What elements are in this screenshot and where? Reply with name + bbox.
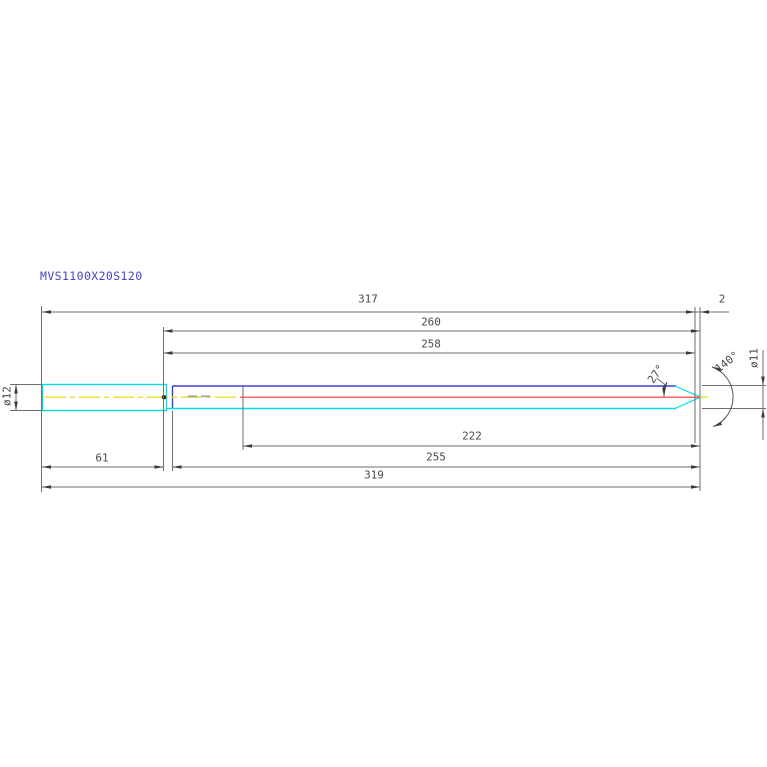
arrowhead <box>761 376 765 386</box>
dim-label-255[interactable]: 255 <box>426 450 446 464</box>
tip-cone-lower-line[interactable] <box>674 396 701 410</box>
arrowhead <box>42 465 51 469</box>
arrowhead <box>761 408 765 418</box>
arrowhead <box>686 310 695 314</box>
arrowhead <box>691 465 700 469</box>
arrowhead <box>662 388 666 397</box>
arrowhead <box>662 382 667 390</box>
arrowhead <box>691 444 700 448</box>
dim-label-319[interactable]: 319 <box>364 468 384 482</box>
arrowhead <box>172 465 182 469</box>
arrowhead <box>154 465 164 469</box>
arrowhead <box>691 329 700 333</box>
dim-label-222[interactable]: 222 <box>462 429 482 443</box>
dim-label-dia11[interactable]: ø11 <box>747 348 761 368</box>
dim-label-258[interactable]: 258 <box>421 337 441 351</box>
arrowhead <box>713 421 723 427</box>
angle-arc-140[interactable] <box>711 366 734 428</box>
arrowhead <box>163 351 173 355</box>
leader-line-27[interactable] <box>656 377 666 386</box>
dim-label-2[interactable]: 2 <box>718 292 726 306</box>
arrowhead <box>243 444 252 448</box>
arrowhead <box>711 366 721 372</box>
arrowhead <box>14 384 18 394</box>
arrowhead <box>14 401 18 411</box>
arrowhead <box>686 351 695 355</box>
dim-label-61[interactable]: 61 <box>95 451 109 465</box>
tip-cone-upper-line[interactable] <box>674 385 701 398</box>
dim-label-317[interactable]: 317 <box>358 292 378 306</box>
dim-label-dia12[interactable]: ø12 <box>0 386 14 406</box>
arrowhead <box>691 485 700 489</box>
drawing-title[interactable]: MVS1100X20S120 <box>40 269 143 283</box>
arrowhead <box>163 329 173 333</box>
dim-label-260[interactable]: 260 <box>421 315 441 329</box>
arrowhead <box>700 310 709 314</box>
arrowhead <box>42 485 51 489</box>
arrowhead <box>42 310 51 314</box>
